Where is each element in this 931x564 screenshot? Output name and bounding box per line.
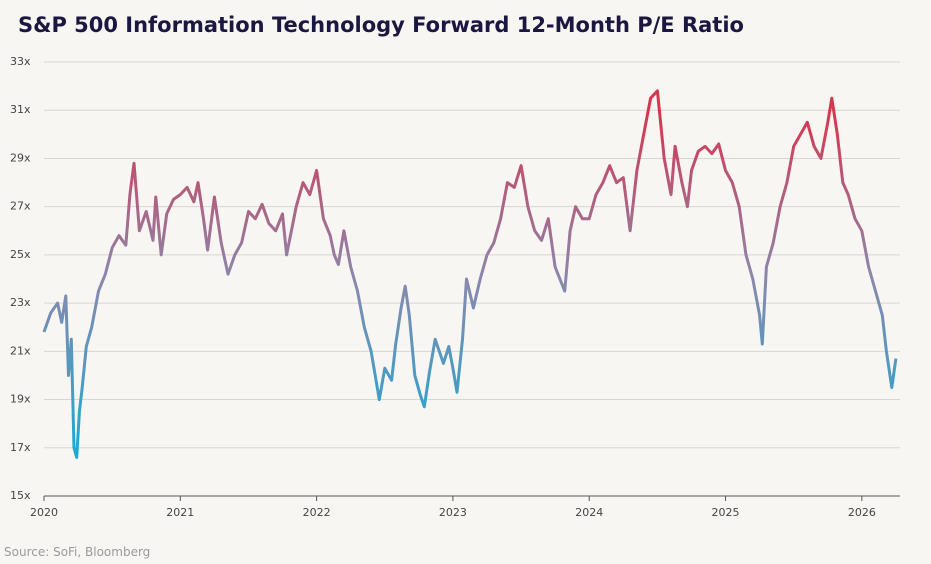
x-tick-label: 2020 <box>30 506 58 519</box>
x-tick-label: 2026 <box>848 506 876 519</box>
y-tick-label: 15x <box>10 489 31 502</box>
y-tick-label: 33x <box>10 55 31 68</box>
y-tick-label: 25x <box>10 248 31 261</box>
y-tick-label: 27x <box>10 200 31 213</box>
x-tick-label: 2025 <box>712 506 740 519</box>
y-tick-label: 31x <box>10 103 31 116</box>
x-tick-label: 2022 <box>303 506 331 519</box>
source: Source: SoFi, Bloomberg <box>4 545 150 559</box>
x-tick-label: 2023 <box>439 506 467 519</box>
x-tick-label: 2024 <box>575 506 603 519</box>
y-tick-label: 29x <box>10 151 31 164</box>
y-tick-label: 19x <box>10 393 31 406</box>
y-tick-label: 17x <box>10 441 31 454</box>
line <box>42 89 898 459</box>
y-tick-label: 23x <box>10 296 31 309</box>
x-tick-label: 2021 <box>166 506 194 519</box>
chart-title: S&P 500 Information Technology Forward 1… <box>18 13 744 37</box>
y-tick-label: 21x <box>10 344 31 357</box>
